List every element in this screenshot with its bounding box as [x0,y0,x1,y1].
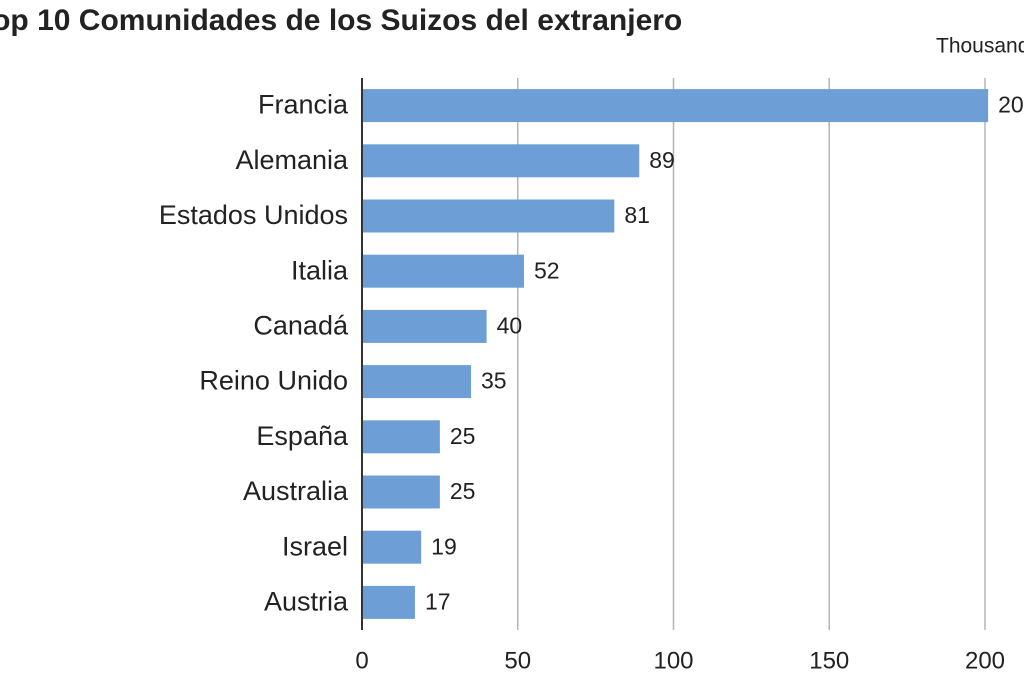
y-tick-label: Reino Unido [199,366,348,396]
y-tick-label: Austria [264,587,349,617]
unit-label: Thousands [936,35,1024,58]
x-tick-label: 150 [809,647,849,674]
bar [362,144,640,178]
bar [362,475,440,509]
bar [362,365,472,399]
x-tick-label: 50 [504,647,531,674]
y-tick-label: Israel [282,531,348,561]
value-label: 40 [497,312,523,338]
value-label: 25 [450,478,476,504]
value-label: 19 [431,533,457,559]
bar [362,309,487,343]
bar [362,420,440,454]
value-label: 52 [534,257,560,283]
value-label: 201 [998,92,1024,118]
value-label: 81 [624,202,650,228]
y-tick-label: Francia [258,90,349,120]
value-label: 89 [649,147,675,173]
bar [362,530,422,564]
y-tick-label: España [256,421,349,451]
y-tick-label: Italia [291,255,349,285]
y-tick-label: Alemania [235,145,349,175]
x-tick-label: 0 [355,647,368,674]
bar [362,585,415,619]
bar [362,89,989,123]
y-tick-label: Australia [243,476,349,506]
x-tick-label: 100 [653,647,693,674]
value-label: 35 [481,368,507,394]
value-label: 25 [450,423,476,449]
bar [362,254,524,288]
value-label: 17 [425,588,451,614]
y-tick-label: Canadá [253,311,349,341]
x-tick-label: 200 [965,647,1005,674]
chart-title: Top 10 Comunidades de los Suizos del ext… [0,4,682,37]
y-tick-label: Estados Unidos [159,200,348,230]
bar [362,199,615,233]
